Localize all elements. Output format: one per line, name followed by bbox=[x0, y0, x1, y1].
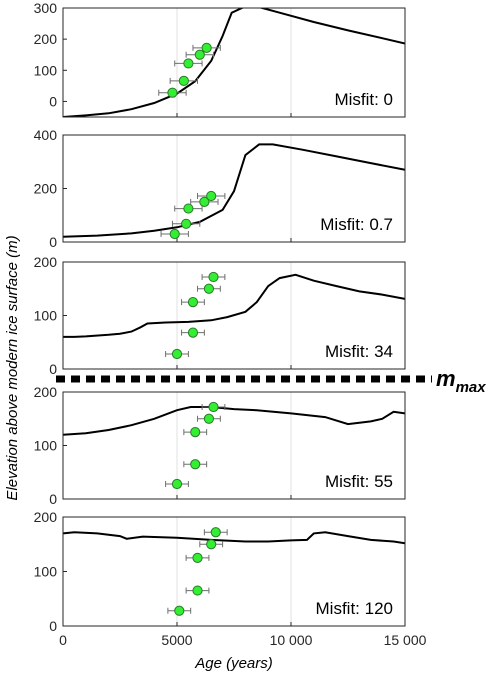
y-tick-label: 200 bbox=[34, 384, 58, 400]
y-tick-label: 400 bbox=[34, 127, 58, 143]
y-tick-label: 100 bbox=[34, 564, 58, 580]
panels-group: 0 100 200 300 Misfit: 0 0 200 400 Misfit: 0.7 0 10… bbox=[34, 0, 406, 634]
exposure-age-point bbox=[190, 427, 201, 438]
y-tick-label: 100 bbox=[34, 438, 58, 454]
x-axis-ticks: 0 5000 10 000 15 000 bbox=[59, 632, 427, 648]
exposure-age-point bbox=[192, 585, 203, 596]
exposure-age-point bbox=[169, 228, 180, 240]
x-axis-label: Age (years) bbox=[194, 655, 273, 672]
exposure-age-point bbox=[206, 539, 217, 550]
m-max-main: m bbox=[436, 366, 456, 391]
panel-2: 0 200 400 Misfit: 0.7 bbox=[34, 127, 406, 250]
exposure-age-point bbox=[190, 459, 201, 470]
y-tick-label: 200 bbox=[34, 31, 58, 47]
y-tick-label: 0 bbox=[49, 618, 57, 634]
exposure-age-point bbox=[181, 218, 192, 229]
panel-5: 0 100 200 Misfit: 120 bbox=[34, 509, 406, 634]
axis-frame bbox=[62, 261, 406, 370]
x-tick-label: 5000 bbox=[161, 632, 192, 648]
axis-frame bbox=[62, 391, 406, 500]
y-tick-label: 200 bbox=[34, 181, 58, 197]
exposure-age-point bbox=[187, 327, 199, 338]
y-tick-label: 0 bbox=[49, 93, 57, 109]
exposure-age-point bbox=[178, 75, 189, 86]
y-tick-label: 0 bbox=[49, 491, 57, 507]
axis-frame bbox=[62, 7, 406, 118]
exposure-age-point bbox=[203, 413, 215, 424]
exposure-age-point bbox=[201, 42, 212, 53]
y-tick-label: 200 bbox=[34, 509, 58, 525]
y-tick-label: 300 bbox=[34, 0, 58, 16]
exposure-age-point bbox=[192, 552, 203, 563]
exposure-age-point bbox=[208, 271, 219, 283]
y-tick-label: 0 bbox=[49, 234, 57, 250]
misfit-label: Misfit: 0 bbox=[334, 90, 393, 109]
exposure-age-point bbox=[199, 196, 210, 207]
exposure-age-point bbox=[206, 190, 217, 202]
y-tick-label: 0 bbox=[49, 361, 57, 377]
x-tick-label: 10 000 bbox=[270, 632, 313, 648]
y-tick-label: 200 bbox=[34, 254, 58, 270]
m-max-sub: max bbox=[456, 379, 487, 396]
y-tick-label: 100 bbox=[34, 62, 58, 78]
exposure-age-point bbox=[203, 283, 215, 294]
misfit-label: Misfit: 34 bbox=[325, 342, 393, 361]
panel-4: 0 100 200 Misfit: 55 bbox=[34, 384, 406, 507]
model-curve bbox=[63, 406, 405, 436]
exposure-age-point bbox=[183, 58, 194, 69]
m-max-label: mmax bbox=[436, 366, 486, 396]
model-curve bbox=[63, 8, 405, 117]
exposure-age-point bbox=[187, 297, 199, 308]
panel-3: 0 100 200 Misfit: 34 bbox=[34, 254, 406, 377]
misfit-label: Misfit: 55 bbox=[325, 472, 393, 491]
exposure-age-point bbox=[210, 527, 221, 538]
axis-frame bbox=[62, 134, 406, 243]
misfit-label: Misfit: 0.7 bbox=[320, 215, 393, 234]
exposure-age-point bbox=[167, 87, 178, 98]
misfit-label: Misfit: 120 bbox=[316, 599, 393, 618]
model-curve bbox=[63, 273, 405, 338]
model-curve bbox=[63, 143, 405, 238]
y-axis-label: Elevation above modern ice surface (m) bbox=[4, 235, 21, 500]
axis-frame bbox=[62, 516, 406, 627]
exposure-age-point bbox=[194, 49, 205, 60]
y-tick-label: 100 bbox=[34, 308, 58, 324]
model-curve bbox=[63, 531, 405, 545]
x-tick-label: 0 bbox=[59, 632, 67, 648]
x-tick-label: 15 000 bbox=[384, 632, 427, 648]
exposure-age-point bbox=[171, 348, 183, 360]
exposure-age-point bbox=[174, 605, 185, 616]
exposure-age-point bbox=[183, 203, 194, 214]
exposure-age-point bbox=[171, 478, 183, 490]
exposure-age-point bbox=[208, 401, 219, 413]
panel-1: 0 100 200 300 Misfit: 0 bbox=[34, 0, 406, 118]
